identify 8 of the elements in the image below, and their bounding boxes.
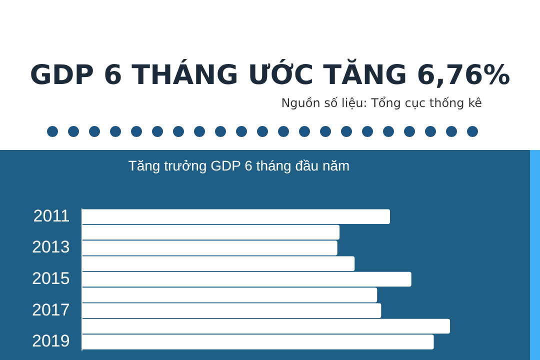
y-tick-label: 2011	[33, 206, 70, 226]
chart-title: GDP 6 THÁNG ƯỚC TĂNG 6,76%	[28, 60, 512, 91]
y-tick-label: 2019	[32, 332, 70, 351]
chart-subtitle: Tăng trưởng GDP 6 tháng đầu năm	[128, 157, 350, 174]
y-tick-label: 2015	[32, 268, 70, 288]
text: Nguồn số liệu: Tổng cục thống kê	[281, 96, 482, 110]
y-tick-label: 2017	[32, 300, 70, 320]
y-tick-label: 2013	[32, 238, 70, 257]
